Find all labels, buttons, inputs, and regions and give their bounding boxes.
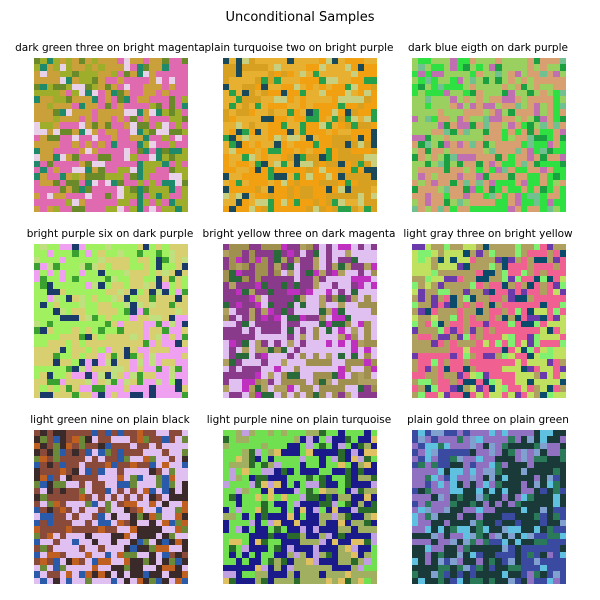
sample-image — [223, 430, 377, 584]
sample-cell: dark blue eigth on dark purple — [394, 42, 582, 222]
sample-caption: light purple nine on plain turquoise — [206, 414, 392, 426]
sample-image — [412, 58, 566, 212]
sample-image — [34, 244, 188, 398]
sample-image — [223, 244, 377, 398]
sample-caption: dark blue eigth on dark purple — [408, 42, 568, 54]
sample-caption: plain turquoise two on bright purple — [204, 42, 394, 54]
sample-caption: light gray three on bright yellow — [403, 228, 573, 240]
sample-cell: plain turquoise two on bright purple — [205, 42, 394, 222]
sample-cell: light gray three on bright yellow — [394, 228, 582, 408]
sample-caption: plain gold three on plain green — [407, 414, 569, 426]
sample-image — [34, 430, 188, 584]
sample-caption: dark green three on bright magenta — [15, 42, 205, 54]
sample-image — [412, 244, 566, 398]
sample-cell: dark green three on bright magenta — [15, 42, 205, 222]
figure-title: Unconditional Samples — [225, 10, 375, 25]
sample-image — [223, 58, 377, 212]
sample-caption: bright purple six on dark purple — [26, 228, 194, 240]
sample-caption: light green nine on plain black — [30, 414, 190, 426]
sample-cell: plain gold three on plain green — [394, 414, 582, 594]
sample-cell: light purple nine on plain turquoise — [205, 414, 393, 594]
sample-caption: bright yellow three on dark magenta — [202, 228, 396, 240]
sample-cell: bright yellow three on dark magenta — [203, 228, 395, 408]
sample-cell: bright purple six on dark purple — [16, 228, 204, 408]
sample-cell: light green nine on plain black — [16, 414, 204, 594]
sample-image — [34, 58, 188, 212]
sample-image — [412, 430, 566, 584]
